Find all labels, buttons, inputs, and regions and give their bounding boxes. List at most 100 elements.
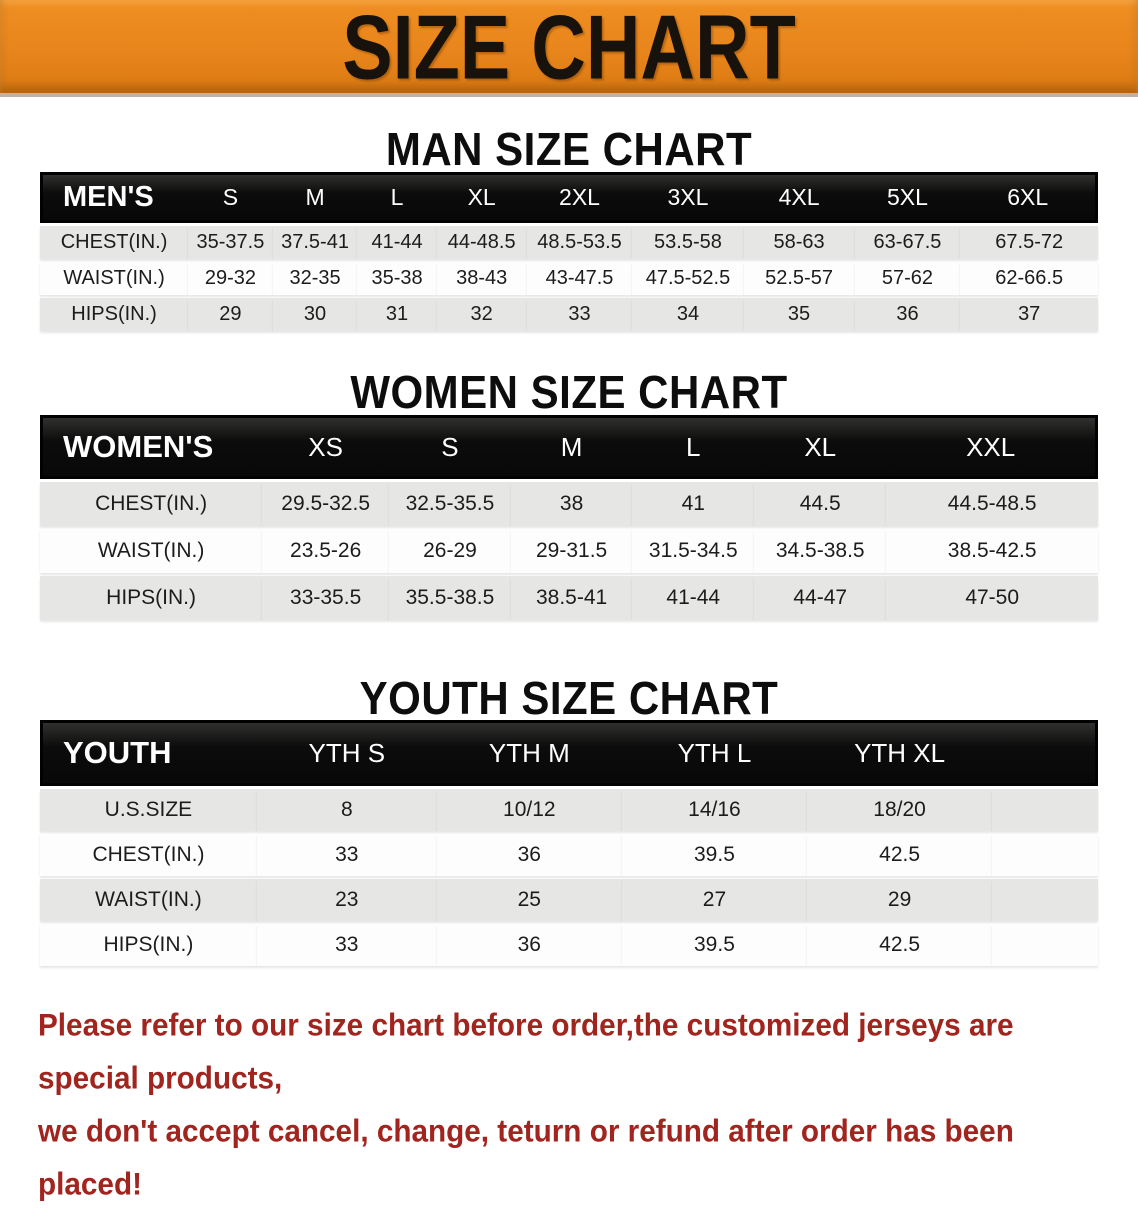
size-value-cell: 29 <box>807 879 993 921</box>
man-size-chart-section: MAN SIZE CHART MEN'S S M L XL 2XL 3XL 4XL 5XL 6XL… <box>0 97 1138 334</box>
size-value-cell: 43-47.5 <box>526 262 633 295</box>
size-value-cell: 63-67.5 <box>854 226 961 259</box>
size-column-header: YTH L <box>621 720 808 786</box>
size-value-cell: 52.5-57 <box>743 262 855 295</box>
size-value-cell: 34 <box>632 298 744 331</box>
size-table-row: HIPS(IN.) 29 30 31 32 33 34 35 36 37 <box>40 298 1098 331</box>
row-filler-cell <box>992 924 1098 966</box>
size-column-header: YTH S <box>256 720 437 786</box>
size-value-cell: 33 <box>526 298 633 331</box>
size-value-cell: 36 <box>854 298 961 331</box>
size-value-cell: 27 <box>621 879 808 921</box>
size-value-cell: 48.5-53.5 <box>526 226 633 259</box>
size-value-cell: 42.5 <box>807 834 993 876</box>
measurement-row-label: HIPS(IN.) <box>40 924 257 966</box>
size-table-row: WAIST(IN.) 23.5-26 26-29 29-31.5 31.5-34.5 34… <box>40 529 1098 573</box>
measurement-row-label: CHEST(IN.) <box>40 482 263 526</box>
size-value-cell: 44-47 <box>754 576 887 620</box>
measurement-row-label: U.S.SIZE <box>40 789 257 831</box>
size-value-cell: 53.5-58 <box>632 226 744 259</box>
size-value-cell: 29-31.5 <box>510 529 633 573</box>
size-value-cell: 35-37.5 <box>188 226 273 259</box>
measurement-row-label: WAIST(IN.) <box>40 529 263 573</box>
size-value-cell: 39.5 <box>621 834 808 876</box>
measurement-row-label: WAIST(IN.) <box>40 879 257 921</box>
size-value-cell: 58-63 <box>743 226 855 259</box>
size-value-cell: 23.5-26 <box>262 529 390 573</box>
size-column-header: L <box>632 415 755 479</box>
measurement-row-label: CHEST(IN.) <box>40 226 189 259</box>
size-column-header: XS <box>262 415 390 479</box>
size-value-cell: 34.5-38.5 <box>754 529 887 573</box>
page-title: SIZE CHART <box>342 0 796 98</box>
size-column-header: XL <box>754 415 887 479</box>
women-size-chart-title: WOMEN SIZE CHART <box>350 366 788 419</box>
size-column-header: M <box>272 172 358 223</box>
size-column-header: L <box>357 172 437 223</box>
size-value-cell: 8 <box>256 789 437 831</box>
row-filler-cell <box>992 879 1098 921</box>
size-value-cell: 39.5 <box>621 924 808 966</box>
size-value-cell: 57-62 <box>854 262 961 295</box>
size-value-cell: 37 <box>960 298 1098 331</box>
size-column-header: S <box>188 172 273 223</box>
size-value-cell: 35.5-38.5 <box>389 576 511 620</box>
size-value-cell: 23 <box>256 879 437 921</box>
size-table-row: CHEST(IN.) 33 36 39.5 42.5 <box>40 834 1098 876</box>
youth-size-chart-title: YOUTH SIZE CHART <box>359 672 779 724</box>
size-value-cell: 31 <box>357 298 437 331</box>
size-value-cell: 38.5-42.5 <box>886 529 1098 573</box>
size-value-cell: 67.5-72 <box>960 226 1098 259</box>
size-value-cell: 38.5-41 <box>510 576 633 620</box>
row-filler-cell <box>992 789 1098 831</box>
womens-size-table: WOMEN'S XS S M L XL XXL CHEST(IN.) 29.5-32.5 32.5… <box>40 412 1098 623</box>
size-value-cell: 29.5-32.5 <box>262 482 390 526</box>
size-chart-banner: SIZE CHART <box>0 0 1138 97</box>
size-value-cell: 41 <box>632 482 755 526</box>
size-value-cell: 32.5-35.5 <box>389 482 511 526</box>
row-filler-cell <box>992 834 1098 876</box>
size-table-row: HIPS(IN.) 33-35.5 35.5-38.5 38.5-41 41-44 44-… <box>40 576 1098 620</box>
size-value-cell: 44.5 <box>754 482 887 526</box>
size-value-cell: 38 <box>510 482 633 526</box>
size-column-header: 3XL <box>632 172 744 223</box>
size-value-cell: 29-32 <box>188 262 273 295</box>
size-value-cell: 35 <box>743 298 855 331</box>
size-column-header: S <box>389 415 511 479</box>
measurement-row-label: CHEST(IN.) <box>40 834 257 876</box>
man-size-chart-title: MAN SIZE CHART <box>385 123 753 175</box>
size-value-cell: 38-43 <box>436 262 527 295</box>
size-table-header-row: WOMEN'S XS S M L XL XXL <box>40 415 1098 479</box>
women-size-chart-section: WOMEN SIZE CHART WOMEN'S XS S M L XL XXL CHEST(… <box>0 334 1138 623</box>
size-table-header-row: MEN'S S M L XL 2XL 3XL 4XL 5XL 6XL <box>40 172 1098 223</box>
size-value-cell: 41-44 <box>357 226 437 259</box>
size-value-cell: 35-38 <box>357 262 437 295</box>
size-value-cell: 31.5-34.5 <box>632 529 755 573</box>
disclaimer-line-2: we don't accept cancel, change, teturn o… <box>38 1114 1014 1202</box>
size-value-cell: 14/16 <box>621 789 808 831</box>
mens-size-table: MEN'S S M L XL 2XL 3XL 4XL 5XL 6XL CHEST(IN.) 35-37… <box>40 169 1098 334</box>
size-value-cell: 42.5 <box>807 924 993 966</box>
size-column-header: 4XL <box>743 172 855 223</box>
size-value-cell: 36 <box>436 924 622 966</box>
measurement-row-label: WAIST(IN.) <box>40 262 189 295</box>
size-column-header: YTH M <box>436 720 622 786</box>
size-value-cell: 25 <box>436 879 622 921</box>
size-column-header: YTH XL <box>807 720 993 786</box>
size-value-cell: 32 <box>436 298 527 331</box>
disclaimer-line-1: Please refer to our size chart before or… <box>38 1008 1014 1096</box>
size-column-header: XXL <box>886 415 1098 479</box>
size-value-cell: 62-66.5 <box>960 262 1098 295</box>
size-value-cell: 30 <box>272 298 358 331</box>
size-column-header: XL <box>436 172 527 223</box>
size-table-header-label: YOUTH <box>40 720 257 786</box>
size-table-header-row: YOUTH YTH S YTH M YTH L YTH XL <box>40 720 1098 786</box>
size-value-cell: 47-50 <box>886 576 1098 620</box>
size-table-header-label: WOMEN'S <box>40 415 263 479</box>
size-value-cell: 33-35.5 <box>262 576 390 620</box>
size-value-cell: 10/12 <box>436 789 622 831</box>
size-value-cell: 37.5-41 <box>272 226 358 259</box>
size-value-cell: 44-48.5 <box>436 226 527 259</box>
size-value-cell: 33 <box>256 834 437 876</box>
size-value-cell: 36 <box>436 834 622 876</box>
